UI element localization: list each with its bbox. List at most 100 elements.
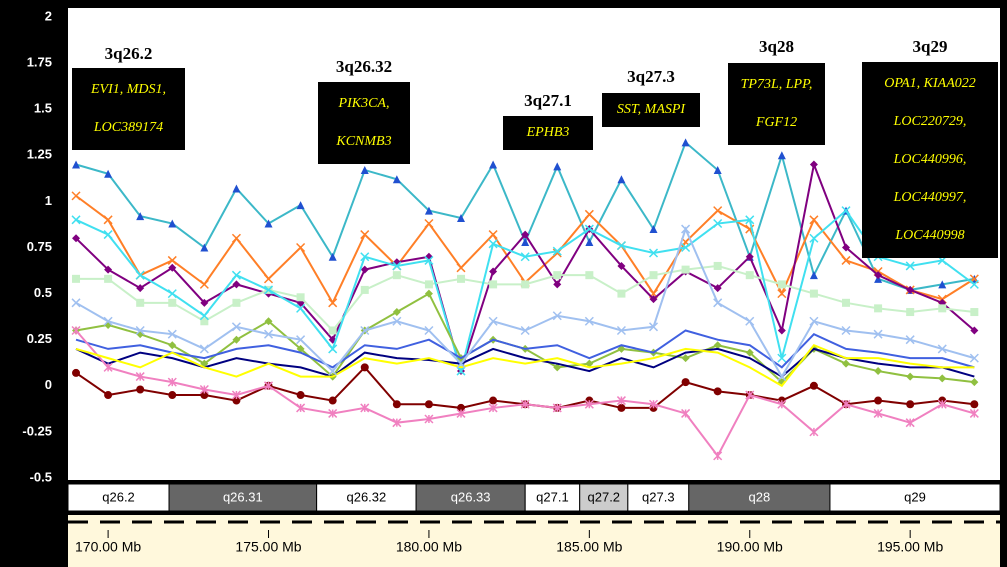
marker xyxy=(360,403,370,413)
marker xyxy=(584,224,594,234)
marker xyxy=(104,391,113,400)
marker xyxy=(136,385,145,394)
marker xyxy=(745,316,755,326)
y-tick-label: 0.5 xyxy=(34,285,52,300)
marker xyxy=(456,408,466,418)
marker xyxy=(264,317,273,326)
marker xyxy=(135,372,145,382)
y-tick-label: 1.5 xyxy=(34,101,52,116)
marker xyxy=(488,316,498,326)
marker xyxy=(360,252,370,262)
marker xyxy=(263,274,274,284)
marker xyxy=(71,215,81,225)
band-label: q29 xyxy=(904,489,926,504)
band xyxy=(829,483,1001,512)
marker xyxy=(232,396,241,405)
marker xyxy=(296,344,305,353)
marker xyxy=(200,298,209,307)
marker xyxy=(521,230,530,239)
marker xyxy=(457,403,466,412)
marker xyxy=(906,285,915,294)
x-tick-label: 180.00 Mb xyxy=(396,539,462,555)
marker xyxy=(488,403,498,413)
marker xyxy=(681,378,690,387)
gene-label: EVI1, MDS1, xyxy=(90,82,166,97)
marker xyxy=(874,367,883,376)
marker xyxy=(777,353,787,363)
marker xyxy=(263,329,274,339)
y-tick-label: 1.75 xyxy=(27,55,52,70)
region-title: 3q26.2 xyxy=(105,44,153,63)
marker xyxy=(104,265,113,274)
marker xyxy=(135,325,145,336)
marker xyxy=(745,215,755,225)
marker xyxy=(520,325,530,336)
marker xyxy=(617,175,626,184)
gene-label: KCNMB3 xyxy=(335,134,391,149)
marker xyxy=(552,246,562,256)
region-title: 3q27.3 xyxy=(627,67,675,86)
marker xyxy=(489,280,498,289)
y-tick-label: -0.25 xyxy=(22,423,52,438)
marker xyxy=(328,252,337,261)
band-label: q26.31 xyxy=(223,489,263,504)
band-label: q28 xyxy=(749,489,771,504)
marker xyxy=(328,396,337,405)
marker xyxy=(296,293,305,302)
marker xyxy=(777,372,787,382)
marker xyxy=(553,271,562,280)
marker xyxy=(424,206,433,215)
marker xyxy=(873,408,883,418)
marker xyxy=(970,400,979,409)
marker xyxy=(905,418,915,428)
marker xyxy=(232,280,241,289)
marker xyxy=(71,298,81,308)
marker xyxy=(681,224,691,234)
marker xyxy=(360,265,369,274)
band-label: q26.2 xyxy=(102,489,135,504)
marker xyxy=(488,230,498,240)
marker xyxy=(713,206,723,216)
marker xyxy=(874,396,883,405)
marker xyxy=(360,363,369,372)
marker xyxy=(72,274,81,283)
marker xyxy=(168,341,177,350)
marker xyxy=(103,316,113,326)
marker xyxy=(970,378,979,387)
marker xyxy=(970,308,979,317)
gene-box xyxy=(728,63,825,145)
x-tick-label: 185.00 Mb xyxy=(556,539,622,555)
marker xyxy=(103,215,113,225)
region-title: 3q29 xyxy=(913,37,948,56)
marker xyxy=(969,279,979,289)
marker xyxy=(168,298,177,307)
marker xyxy=(681,265,690,274)
marker xyxy=(584,209,594,219)
marker xyxy=(713,451,723,461)
marker xyxy=(906,372,915,381)
marker xyxy=(103,362,113,372)
marker xyxy=(328,366,338,376)
marker xyxy=(296,242,306,253)
marker xyxy=(745,348,754,357)
y-tick-label: 1.25 xyxy=(27,147,52,162)
band xyxy=(316,483,417,512)
marker xyxy=(296,201,305,210)
marker xyxy=(649,295,658,304)
marker xyxy=(136,284,145,293)
marker xyxy=(489,160,498,169)
x-tick-label: 190.00 Mb xyxy=(717,539,783,555)
x-tick-label: 175.00 Mb xyxy=(235,539,301,555)
gene-label: PIK3CA, xyxy=(338,96,390,111)
marker xyxy=(168,263,177,272)
marker xyxy=(841,325,851,336)
marker xyxy=(938,374,947,383)
ruler-area xyxy=(68,515,1000,567)
marker xyxy=(648,248,659,258)
marker xyxy=(809,271,818,280)
marker xyxy=(938,304,947,313)
marker xyxy=(681,138,690,147)
marker xyxy=(328,326,337,335)
series-line xyxy=(75,329,975,369)
marker xyxy=(809,316,819,326)
